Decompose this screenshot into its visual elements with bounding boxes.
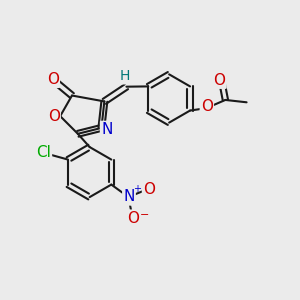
Text: Cl: Cl [36,145,51,160]
Text: −: − [140,210,149,220]
Text: O: O [48,109,60,124]
Text: O: O [201,99,213,114]
Text: O: O [143,182,155,197]
Text: O: O [47,72,59,87]
Text: +: + [133,184,141,194]
Text: N: N [101,122,112,137]
Text: O: O [214,73,226,88]
Text: H: H [120,69,130,83]
Text: O: O [128,211,140,226]
Text: N: N [123,190,135,205]
